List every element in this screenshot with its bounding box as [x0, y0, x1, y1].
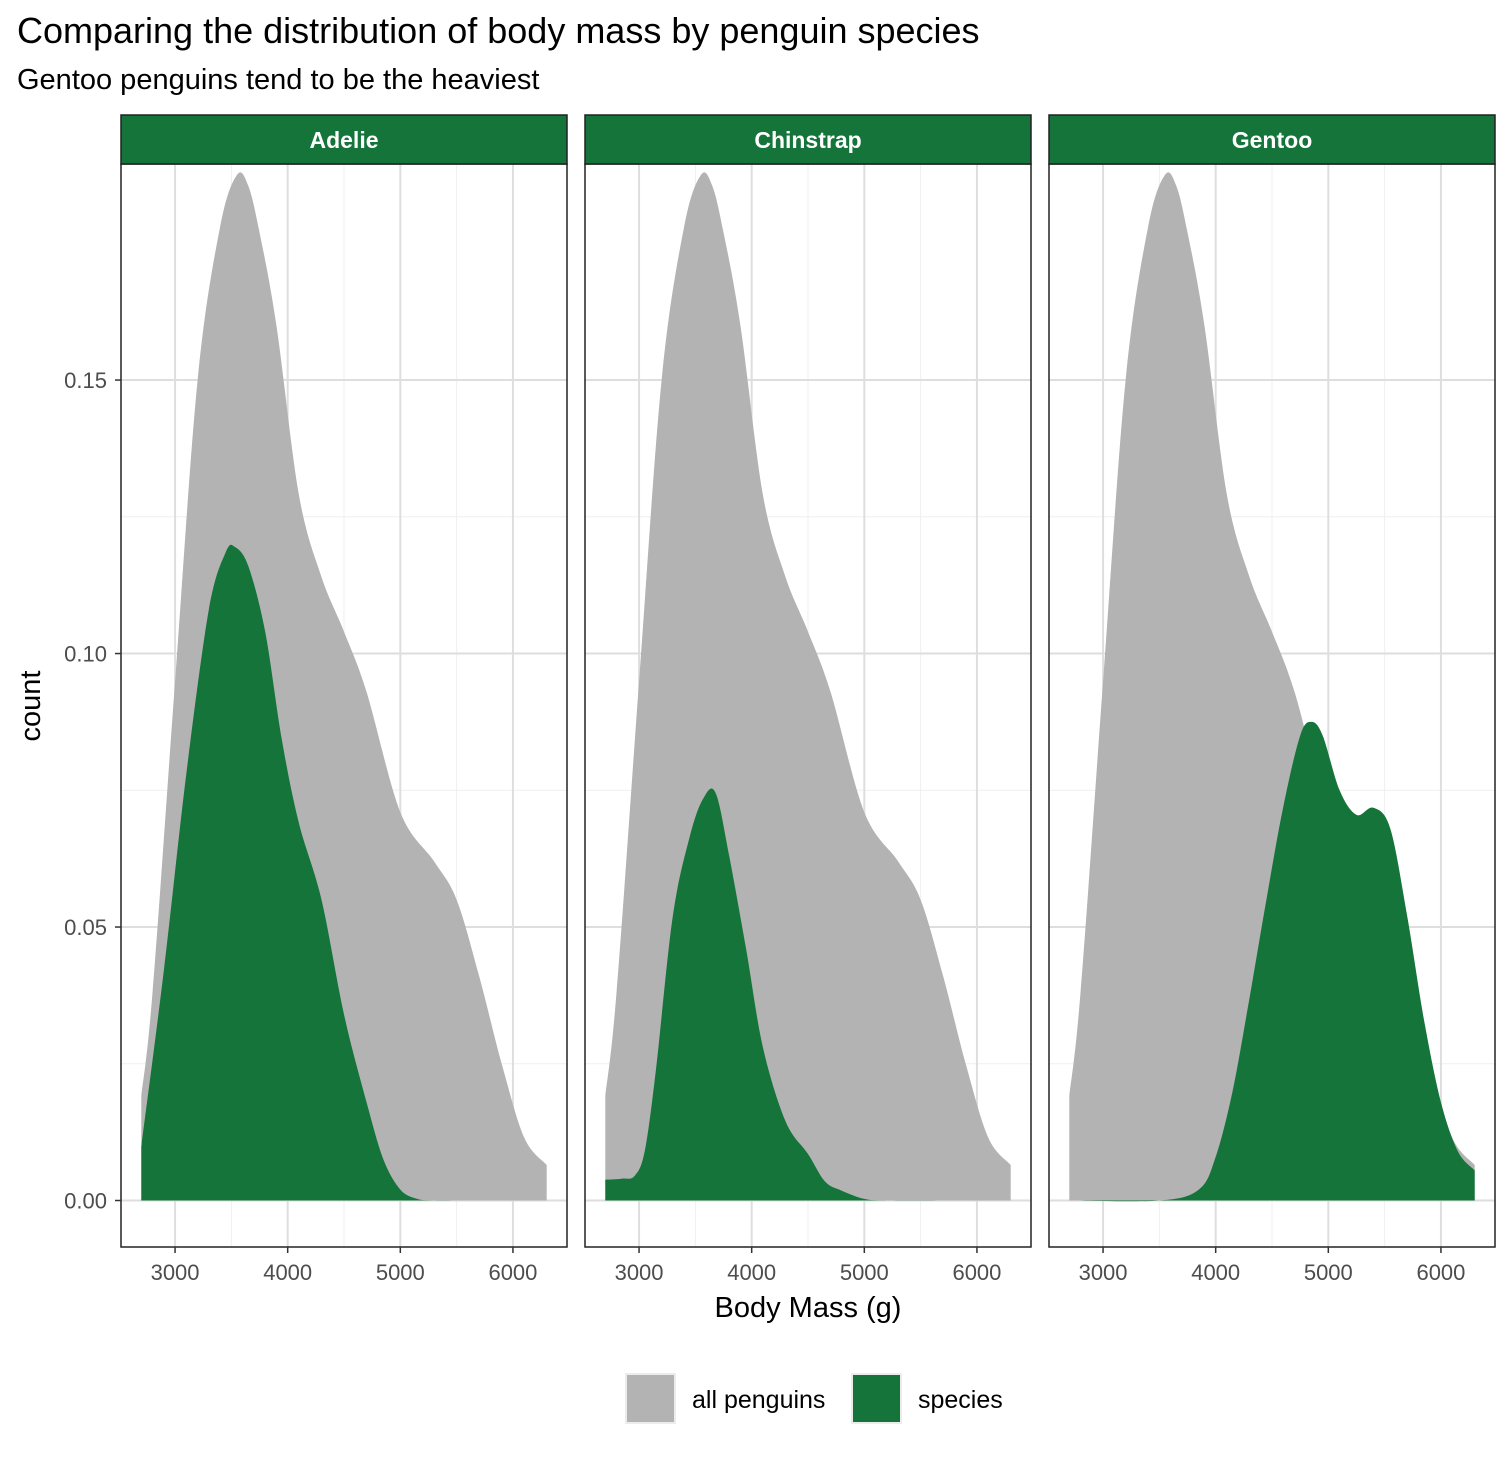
strip-adelie: [120, 114, 568, 165]
chart-title: Comparing the distribution of body mass …: [17, 10, 980, 51]
facet-panels: Adelie 3000 4000 5000 6000 Chinstrap 3000 4000 5…: [120, 114, 1496, 1285]
x-axis-title: Body Mass (g): [715, 1292, 902, 1324]
legend-key-species: [851, 1373, 902, 1424]
strip-gentoo: [1048, 114, 1496, 165]
x-tick-label: 5000: [840, 1260, 889, 1285]
strip-label-gentoo: Gentoo: [1232, 127, 1313, 153]
x-tick-label: 6000: [1416, 1260, 1465, 1285]
density-areas: [605, 172, 1011, 1201]
facet-panel-gentoo: Gentoo 3000 4000 5000 6000: [1048, 114, 1496, 1285]
x-tick-label: 3000: [1079, 1260, 1128, 1285]
legend-label-species: species: [918, 1386, 1003, 1414]
legend: all penguins species: [625, 1373, 1003, 1424]
y-tick-label: 0.00: [64, 1189, 107, 1214]
area-species-gentoo: [1069, 721, 1475, 1202]
x-tick-label: 3000: [615, 1260, 664, 1285]
facet-panel-chinstrap: Chinstrap 3000 4000 5000 6000: [584, 114, 1032, 1285]
x-axis-chinstrap: 3000 4000 5000 6000: [615, 1247, 1001, 1285]
x-tick-label: 6000: [952, 1260, 1001, 1285]
area-species-chinstrap: [605, 788, 1011, 1201]
y-tick-label: 0.10: [64, 642, 107, 667]
legend-key-all-penguins: [625, 1373, 676, 1424]
chart-subtitle: Gentoo penguins tend to be the heaviest: [17, 64, 540, 96]
x-tick-label: 4000: [263, 1260, 312, 1285]
density-areas: [141, 172, 547, 1201]
density-areas: [1069, 172, 1475, 1202]
area-species-adelie: [141, 544, 547, 1201]
x-axis-gentoo: 3000 4000 5000 6000: [1079, 1247, 1465, 1285]
x-tick-label: 4000: [1191, 1260, 1240, 1285]
x-tick-label: 5000: [376, 1260, 425, 1285]
x-tick-label: 4000: [727, 1260, 776, 1285]
strip-chinstrap: [584, 114, 1032, 165]
facet-panel-adelie: Adelie 3000 4000 5000 6000: [120, 114, 568, 1285]
x-tick-label: 5000: [1304, 1260, 1353, 1285]
x-tick-label: 3000: [151, 1260, 200, 1285]
strip-label-adelie: Adelie: [309, 127, 378, 153]
y-tick-label: 0.05: [64, 915, 107, 940]
y-tick-label: 0.15: [64, 368, 107, 393]
y-axis: 0.00 0.05 0.10 0.15: [64, 368, 121, 1214]
x-tick-label: 6000: [488, 1260, 537, 1285]
strip-label-chinstrap: Chinstrap: [754, 127, 861, 153]
y-axis-title: count: [15, 671, 47, 742]
legend-label-all-penguins: all penguins: [692, 1386, 825, 1414]
x-axis-adelie: 3000 4000 5000 6000: [151, 1247, 537, 1285]
